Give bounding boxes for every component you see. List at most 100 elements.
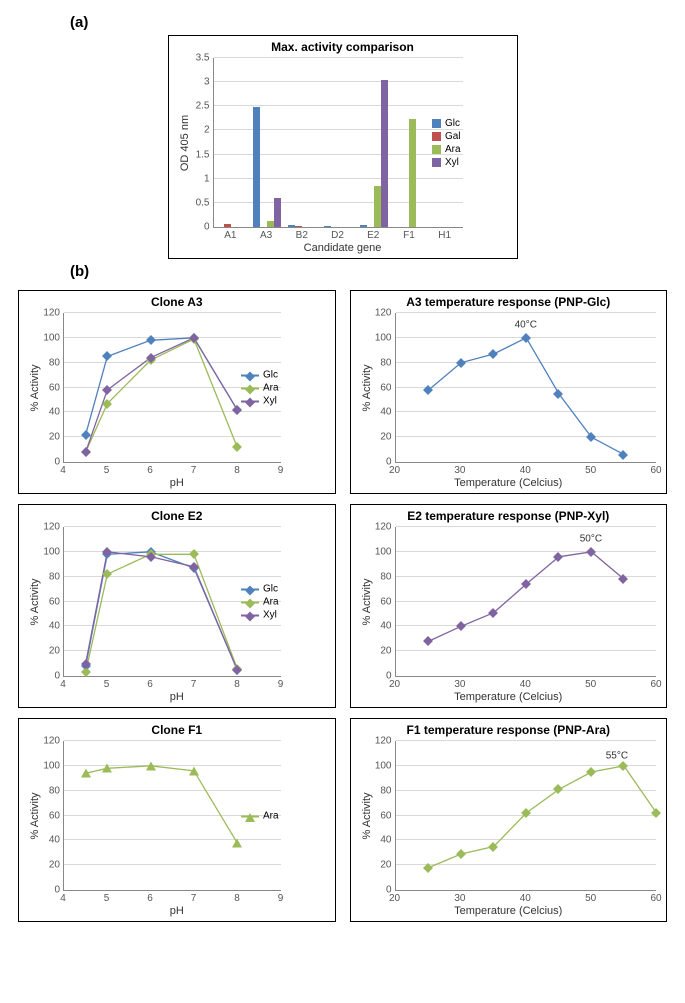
ylabel: % Activity <box>29 792 41 839</box>
y-tick: 1 <box>204 173 214 184</box>
y-tick: 40 <box>49 835 64 846</box>
top-legend: Glc Gal Ara Xyl <box>432 116 461 170</box>
y-tick: 80 <box>380 571 395 582</box>
ylabel: % Activity <box>29 578 41 625</box>
legend: Glc Ara Xyl <box>241 368 279 409</box>
y-tick: 80 <box>49 571 64 582</box>
chart-title: A3 temperature response (PNP-Glc) <box>351 291 667 311</box>
x-tick: 9 <box>278 891 284 904</box>
xlabel: pH <box>19 905 335 921</box>
bar <box>295 226 302 227</box>
x-tick: 30 <box>454 677 465 690</box>
y-tick: 120 <box>43 522 64 533</box>
y-tick: 60 <box>49 810 64 821</box>
bar <box>253 107 260 227</box>
x-tick: 20 <box>389 463 400 476</box>
y-tick: 2.5 <box>196 101 214 112</box>
bar <box>274 198 281 227</box>
temp-chart-2: F1 temperature response (PNP-Ara)% Activ… <box>350 718 668 922</box>
data-point <box>102 764 112 773</box>
x-tick: F1 <box>403 228 415 241</box>
legend-label: Xyl <box>445 157 459 168</box>
legend-label: Xyl <box>263 610 277 621</box>
legend-label: Glc <box>445 118 460 129</box>
x-tick: 9 <box>278 463 284 476</box>
y-tick: 100 <box>375 760 396 771</box>
y-tick: 80 <box>49 357 64 368</box>
y-tick: 40 <box>49 407 64 418</box>
legend-label: Ara <box>445 144 461 155</box>
y-tick: 20 <box>380 432 395 443</box>
y-tick: 120 <box>375 522 396 533</box>
chart-title: E2 temperature response (PNP-Xyl) <box>351 505 667 525</box>
x-tick: 60 <box>650 891 661 904</box>
y-tick: 3.5 <box>196 53 214 64</box>
y-tick: 40 <box>380 407 395 418</box>
chart-title: Clone E2 <box>19 505 335 525</box>
x-tick: 60 <box>650 463 661 476</box>
temp-chart-1: E2 temperature response (PNP-Xyl) % Activ… <box>350 504 668 708</box>
legend-label: Ara <box>263 383 279 394</box>
annotation: 50°C <box>580 534 602 545</box>
x-tick: 8 <box>234 891 240 904</box>
x-tick: 4 <box>60 891 66 904</box>
bar <box>224 224 231 227</box>
panel-a-label: (a) <box>70 14 675 31</box>
legend-label: Glc <box>263 370 278 381</box>
top-chart-title: Max. activity comparison <box>169 36 517 56</box>
bar <box>381 80 388 227</box>
ph-chart-0: Clone A3% Activity020406080100120456789G… <box>18 290 336 494</box>
temp-chart-0: A3 temperature response (PNP-Glc)% Activ… <box>350 290 668 494</box>
y-tick: 120 <box>43 308 64 319</box>
ylabel: % Activity <box>361 578 373 625</box>
y-tick: 20 <box>380 646 395 657</box>
x-tick: 6 <box>147 463 153 476</box>
y-tick: 40 <box>49 621 64 632</box>
legend: GlcAraXyl <box>241 582 279 623</box>
y-tick: 120 <box>375 736 396 747</box>
data-point <box>232 838 242 847</box>
x-tick: 50 <box>585 463 596 476</box>
x-tick: 7 <box>191 463 197 476</box>
y-tick: 100 <box>375 332 396 343</box>
x-tick: 9 <box>278 677 284 690</box>
x-tick: B2 <box>296 228 308 241</box>
legend-label: Xyl <box>263 396 277 407</box>
x-tick: 4 <box>60 463 66 476</box>
top-xlabel: Candidate gene <box>169 242 517 258</box>
y-tick: 80 <box>380 357 395 368</box>
y-tick: 120 <box>375 308 396 319</box>
y-tick: 100 <box>43 546 64 557</box>
y-tick: 100 <box>43 760 64 771</box>
data-point <box>81 769 91 778</box>
x-tick: 7 <box>191 677 197 690</box>
legend-label: Gal <box>445 131 461 142</box>
x-tick: 5 <box>104 463 110 476</box>
y-tick: 120 <box>43 736 64 747</box>
y-tick: 60 <box>380 810 395 821</box>
y-tick: 40 <box>380 621 395 632</box>
legend-label: Glc <box>263 584 278 595</box>
legend-label: Ara <box>263 811 279 822</box>
annotation: 55°C <box>606 750 628 761</box>
ph-chart-2: Clone F1% Activity020406080100120456789A… <box>18 718 336 922</box>
y-tick: 20 <box>49 646 64 657</box>
ph-chart-1: Clone E2% Activity020406080100120456789G… <box>18 504 336 708</box>
x-tick: 30 <box>454 463 465 476</box>
x-tick: 40 <box>520 891 531 904</box>
y-tick: 60 <box>49 382 64 393</box>
y-tick: 1.5 <box>196 149 214 160</box>
bar <box>288 225 295 227</box>
x-tick: A3 <box>260 228 272 241</box>
y-tick: 20 <box>49 860 64 871</box>
x-tick: 50 <box>585 891 596 904</box>
y-tick: 80 <box>380 785 395 796</box>
y-tick: 60 <box>380 596 395 607</box>
x-tick: 6 <box>147 891 153 904</box>
bar <box>324 226 331 227</box>
x-tick: 5 <box>104 677 110 690</box>
y-tick: 0.5 <box>196 197 214 208</box>
x-tick: 7 <box>191 891 197 904</box>
xlabel: pH <box>19 477 335 493</box>
x-tick: 40 <box>520 463 531 476</box>
